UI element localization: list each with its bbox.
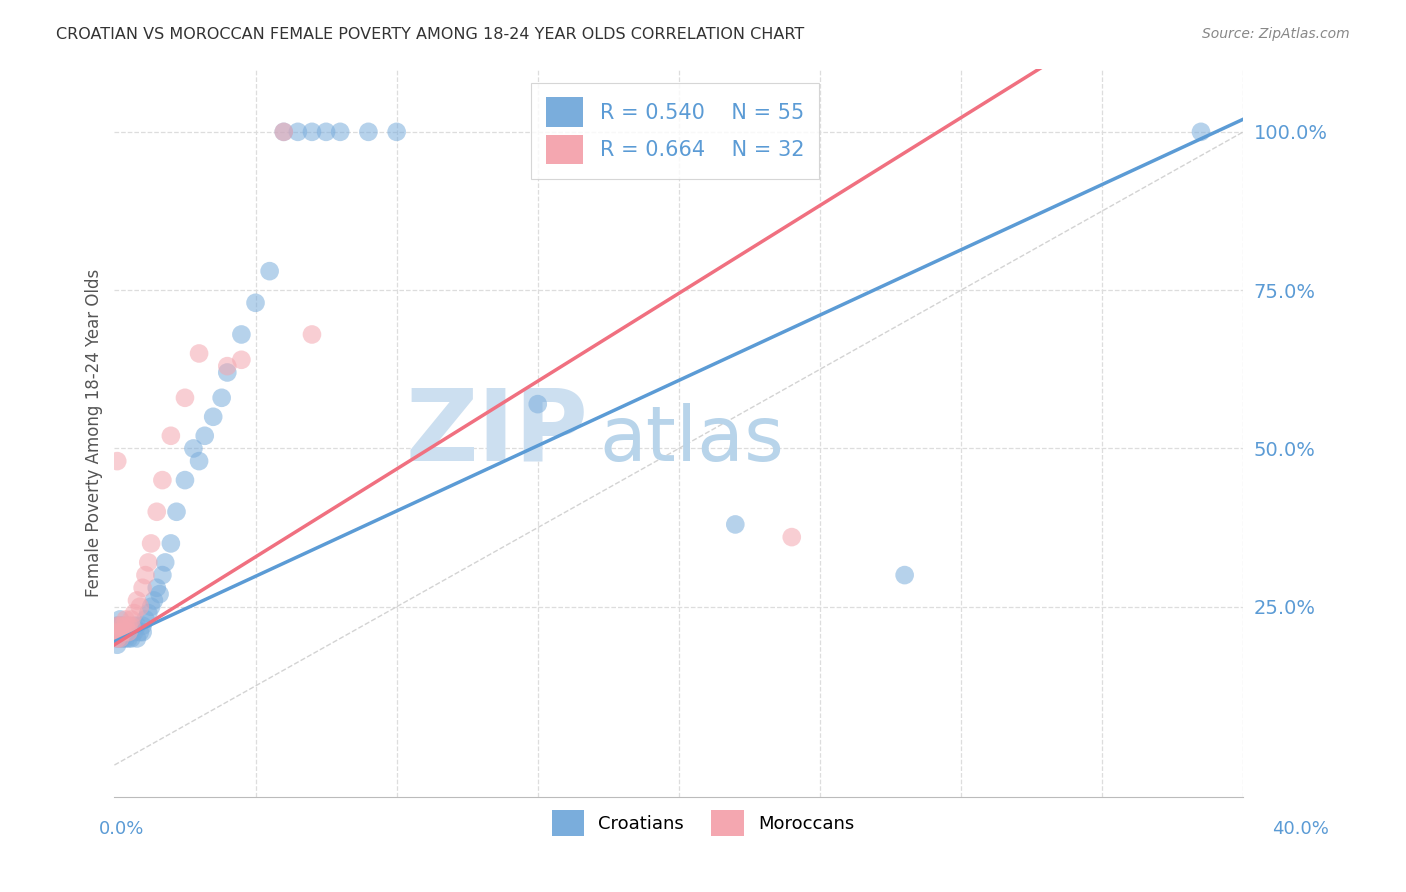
Point bbox=[122, 625, 145, 640]
Point bbox=[108, 632, 131, 646]
Point bbox=[315, 125, 337, 139]
Point bbox=[145, 581, 167, 595]
Point bbox=[142, 593, 165, 607]
Point bbox=[117, 632, 139, 646]
Point bbox=[724, 517, 747, 532]
Point bbox=[117, 625, 139, 640]
Point bbox=[893, 568, 915, 582]
Point bbox=[217, 366, 239, 380]
Point bbox=[108, 619, 131, 633]
Text: CROATIAN VS MOROCCAN FEMALE POVERTY AMONG 18-24 YEAR OLDS CORRELATION CHART: CROATIAN VS MOROCCAN FEMALE POVERTY AMON… bbox=[56, 27, 804, 42]
Point bbox=[329, 125, 352, 139]
Point bbox=[188, 454, 211, 468]
Point bbox=[273, 125, 295, 139]
Point bbox=[125, 632, 148, 646]
Point bbox=[188, 346, 211, 360]
Y-axis label: Female Poverty Among 18-24 Year Olds: Female Poverty Among 18-24 Year Olds bbox=[86, 268, 103, 597]
Point bbox=[125, 593, 148, 607]
Point bbox=[105, 638, 128, 652]
Point bbox=[131, 625, 153, 640]
Point bbox=[105, 632, 128, 646]
Point bbox=[122, 606, 145, 620]
Point bbox=[105, 625, 128, 640]
Text: 0.0%: 0.0% bbox=[98, 820, 143, 838]
Point bbox=[194, 429, 217, 443]
Point bbox=[273, 125, 295, 139]
Point bbox=[117, 619, 139, 633]
Point bbox=[136, 606, 159, 620]
Point bbox=[125, 619, 148, 633]
Point bbox=[131, 619, 153, 633]
Point bbox=[117, 619, 139, 633]
Point bbox=[301, 125, 323, 139]
Point bbox=[117, 625, 139, 640]
Point bbox=[780, 530, 803, 544]
Point bbox=[128, 599, 150, 614]
Point bbox=[111, 625, 134, 640]
Point bbox=[105, 619, 128, 633]
Point bbox=[231, 327, 253, 342]
Point bbox=[120, 612, 142, 626]
Point bbox=[120, 632, 142, 646]
Point bbox=[108, 612, 131, 626]
Point bbox=[134, 568, 156, 582]
Point bbox=[202, 409, 225, 424]
Point bbox=[131, 581, 153, 595]
Point bbox=[120, 619, 142, 633]
Point bbox=[128, 625, 150, 640]
Point bbox=[114, 625, 136, 640]
Point bbox=[122, 619, 145, 633]
Point bbox=[139, 536, 162, 550]
Point bbox=[136, 556, 159, 570]
Point bbox=[111, 625, 134, 640]
Point bbox=[114, 612, 136, 626]
Point bbox=[111, 619, 134, 633]
Point bbox=[111, 619, 134, 633]
Point bbox=[114, 619, 136, 633]
Point bbox=[108, 625, 131, 640]
Point bbox=[183, 442, 205, 456]
Legend: R = 0.540    N = 55, R = 0.664    N = 32: R = 0.540 N = 55, R = 0.664 N = 32 bbox=[531, 83, 820, 179]
Point bbox=[145, 505, 167, 519]
Point bbox=[160, 536, 183, 550]
Point bbox=[108, 632, 131, 646]
Point bbox=[1189, 125, 1212, 139]
Point bbox=[150, 473, 173, 487]
Point bbox=[150, 568, 173, 582]
Point bbox=[139, 599, 162, 614]
Point bbox=[287, 125, 309, 139]
Point bbox=[301, 327, 323, 342]
Point bbox=[111, 632, 134, 646]
Text: ZIP: ZIP bbox=[406, 384, 589, 481]
Point bbox=[166, 505, 188, 519]
Point bbox=[105, 619, 128, 633]
Point bbox=[385, 125, 408, 139]
Point bbox=[526, 397, 548, 411]
Text: atlas: atlas bbox=[600, 403, 785, 477]
Point bbox=[155, 556, 177, 570]
Point bbox=[231, 352, 253, 367]
Point bbox=[105, 625, 128, 640]
Point bbox=[174, 473, 197, 487]
Point bbox=[108, 619, 131, 633]
Text: 40.0%: 40.0% bbox=[1272, 820, 1329, 838]
Point bbox=[357, 125, 380, 139]
Point bbox=[160, 429, 183, 443]
Point bbox=[114, 632, 136, 646]
Point bbox=[105, 632, 128, 646]
Point bbox=[105, 454, 128, 468]
Text: Source: ZipAtlas.com: Source: ZipAtlas.com bbox=[1202, 27, 1350, 41]
Point bbox=[148, 587, 170, 601]
Legend: Croatians, Moroccans: Croatians, Moroccans bbox=[544, 803, 862, 843]
Point bbox=[211, 391, 233, 405]
Point bbox=[259, 264, 281, 278]
Point bbox=[120, 625, 142, 640]
Point bbox=[217, 359, 239, 373]
Point bbox=[245, 295, 267, 310]
Point bbox=[134, 612, 156, 626]
Point bbox=[174, 391, 197, 405]
